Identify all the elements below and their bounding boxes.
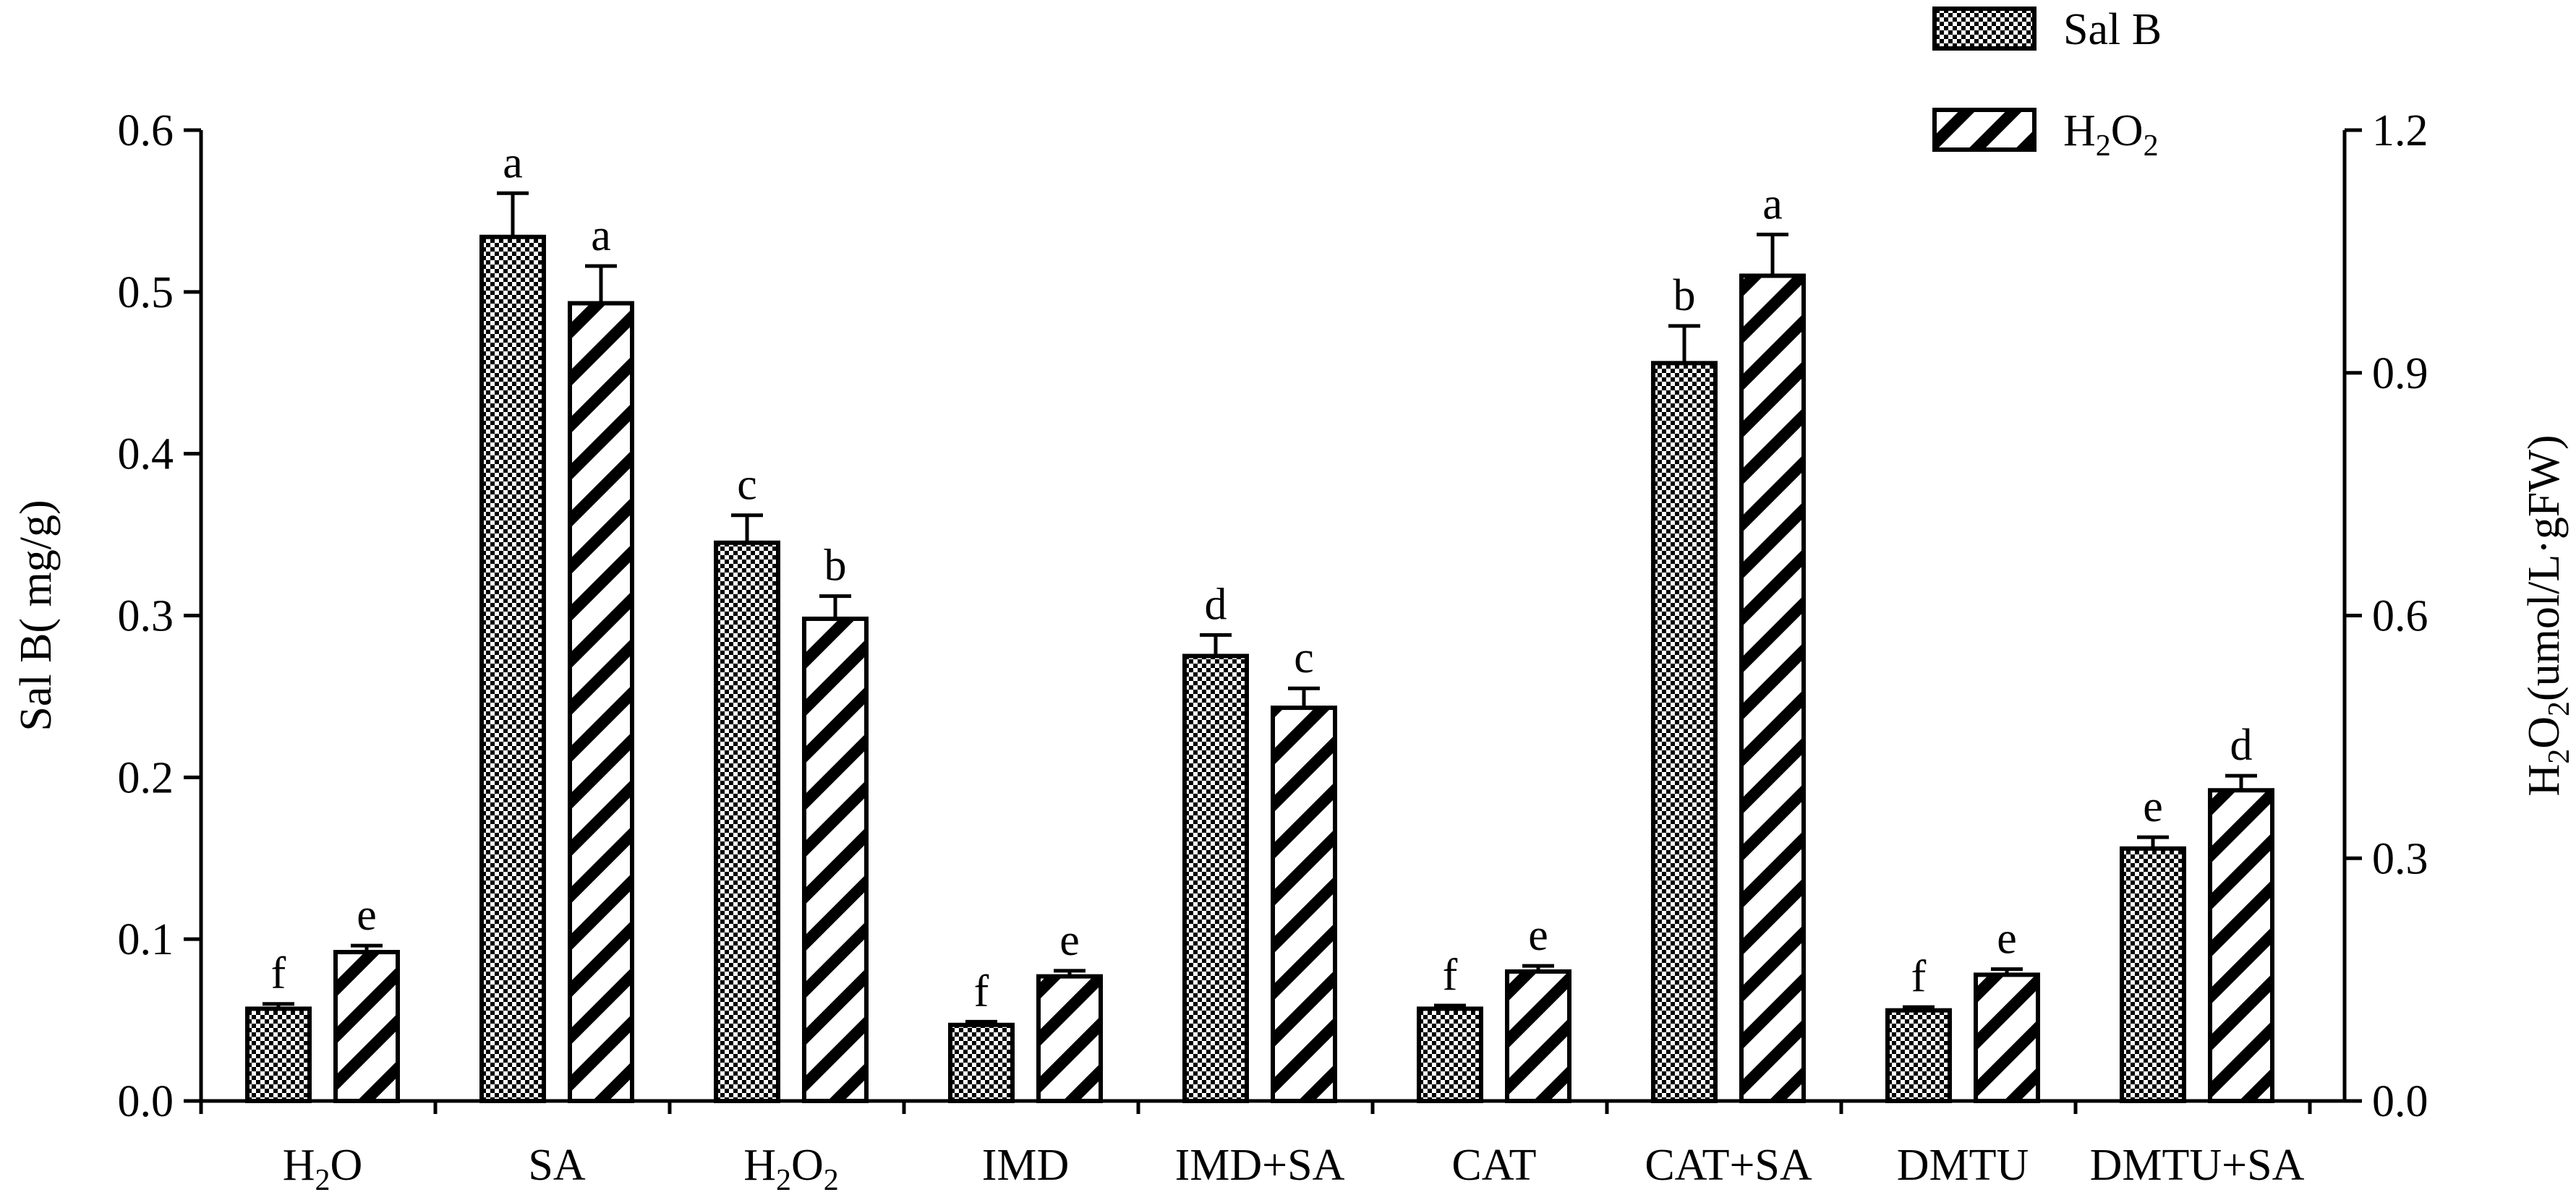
- legend-label: Sal B: [2063, 5, 2162, 54]
- bar-h2o2: [1036, 974, 1103, 1103]
- bar-salb: [2120, 846, 2186, 1103]
- bar-h2o2: [2208, 788, 2274, 1103]
- legend-swatch: [1932, 108, 2037, 152]
- significance-letter-salb: f: [974, 967, 989, 1016]
- category-label: DMTU: [1897, 1141, 2029, 1190]
- bar-h2o2: [1271, 706, 1337, 1103]
- significance-letter-salb: d: [1205, 580, 1227, 629]
- bar-h2o2: [1505, 969, 1571, 1104]
- right-tick-label: 0.3: [2372, 834, 2428, 883]
- legend: Sal B H2​O2​: [1932, 5, 2162, 163]
- significance-letter-h2o2: e: [1997, 914, 2017, 964]
- category-label: SA: [528, 1141, 585, 1190]
- left-tick-label: 0.2: [118, 753, 174, 802]
- significance-letter-h2o2: d: [2230, 721, 2253, 770]
- significance-letter-salb: a: [503, 138, 523, 187]
- significance-letter-h2o2: e: [357, 891, 377, 940]
- bar-salb: [948, 1022, 1015, 1104]
- bar-h2o2: [1974, 972, 2040, 1104]
- bar-salb: [1182, 653, 1249, 1103]
- significance-letter-salb: e: [2143, 782, 2163, 831]
- bar-salb: [479, 234, 546, 1104]
- significance-letter-h2o2: e: [1059, 916, 1080, 965]
- left-tick-label: 0.3: [118, 592, 174, 641]
- significance-letter-h2o2: e: [1528, 911, 1548, 960]
- axes: 0.0 0.1 0.2 0.3 0.4 0.5 0.6 0.0 0.3 0.6 0.9 1.2: [118, 106, 2428, 1126]
- category-label: H2​O2​: [743, 1141, 839, 1197]
- significance-letter-h2o2: a: [591, 211, 611, 260]
- right-tick-label: 0.6: [2372, 592, 2428, 641]
- bar-h2o2: [1739, 273, 1806, 1104]
- right-tick-label: 1.2: [2372, 106, 2428, 155]
- y-axis-right-title: H2​O2​(umol/L·gFW): [2520, 434, 2576, 796]
- legend-swatch: [1932, 7, 2037, 51]
- bar-salb: [1417, 1006, 1483, 1104]
- left-tick-label: 0.4: [118, 430, 174, 479]
- significance-letter-salb: f: [1443, 951, 1458, 1000]
- bar-salb: [245, 1006, 312, 1104]
- category-label: IMD+SA: [1175, 1141, 1345, 1190]
- left-tick-label: 0.6: [118, 106, 174, 155]
- significance-letter-h2o2: a: [1762, 179, 1783, 228]
- bar-h2o2: [802, 616, 869, 1103]
- legend-label: H2​O2​: [2063, 106, 2159, 163]
- left-tick-label: 0.0: [118, 1077, 174, 1126]
- y-axis-left-title: Sal B( mg/g): [12, 500, 61, 731]
- right-tick-label: 0.9: [2372, 349, 2428, 398]
- category-label: CAT+SA: [1645, 1141, 1812, 1190]
- left-tick-label: 0.1: [118, 915, 174, 964]
- significance-letter-h2o2: c: [1294, 633, 1314, 682]
- bar-salb: [1885, 1008, 1952, 1103]
- significance-letter-salb: b: [1673, 271, 1696, 320]
- significance-letter-salb: f: [1911, 952, 1927, 1001]
- bar-h2o2: [333, 950, 400, 1104]
- category-label: CAT: [1451, 1141, 1536, 1190]
- category-label: IMD: [982, 1141, 1070, 1190]
- category-label: DMTU+SA: [2090, 1141, 2305, 1190]
- category-label: H2​O: [283, 1141, 363, 1197]
- bar-salb: [714, 540, 780, 1103]
- significance-letter-salb: c: [737, 460, 757, 510]
- right-tick-label: 0.0: [2372, 1077, 2428, 1126]
- bars: [245, 191, 2274, 1104]
- left-tick-label: 0.5: [118, 268, 174, 317]
- significance-letter-h2o2: b: [824, 541, 847, 591]
- labels: Sal B( mg/g) H2​O2​(umol/L·gFW) f e H2​O a a SA…: [12, 138, 2576, 1197]
- significance-letter-salb: f: [271, 949, 286, 998]
- bar-salb: [1651, 361, 1718, 1103]
- bar-h2o2: [568, 301, 634, 1103]
